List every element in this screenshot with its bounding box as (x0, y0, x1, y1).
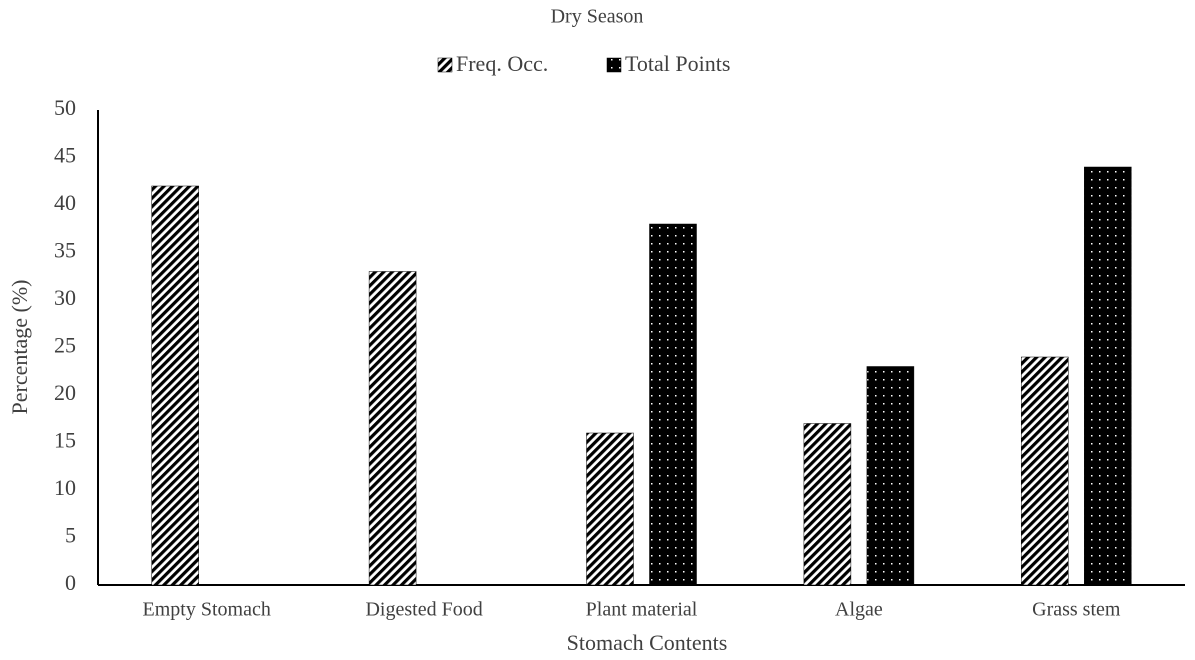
y-tick-label: 50 (54, 95, 76, 120)
legend-label: Total Points (625, 51, 730, 76)
x-tick-label: Digested Food (365, 599, 482, 621)
y-tick-label: 40 (54, 190, 76, 215)
y-tick-label: 45 (54, 143, 76, 168)
y-tick-label: 0 (65, 570, 76, 595)
y-tick-label: 30 (54, 285, 76, 310)
x-tick-label: Plant material (586, 599, 698, 621)
bar (803, 423, 852, 586)
x-tick-label: Empty Stomach (143, 599, 271, 621)
legend-swatch (437, 57, 453, 73)
bar (1084, 166, 1132, 586)
y-tick-label: 20 (54, 380, 76, 405)
bar (649, 223, 697, 586)
y-tick-label: 25 (54, 333, 76, 358)
legend-swatch (606, 57, 622, 73)
x-axis-label: Stomach Contents (567, 630, 728, 655)
bar (368, 271, 417, 586)
y-tick-label: 15 (54, 428, 76, 453)
chart-title: Dry Season (551, 6, 644, 28)
y-tick-label: 5 (65, 523, 76, 548)
y-tick-label: 10 (54, 475, 76, 500)
y-axis-label: Percentage (%) (7, 280, 32, 415)
bar (1021, 356, 1069, 586)
bar (866, 366, 915, 586)
x-tick-label: Algae (835, 599, 883, 621)
y-tick-label: 35 (54, 238, 76, 263)
bar (151, 185, 199, 586)
bar (586, 432, 634, 586)
legend-label: Freq. Occ. (456, 51, 548, 76)
x-tick-label: Grass stem (1032, 599, 1121, 621)
